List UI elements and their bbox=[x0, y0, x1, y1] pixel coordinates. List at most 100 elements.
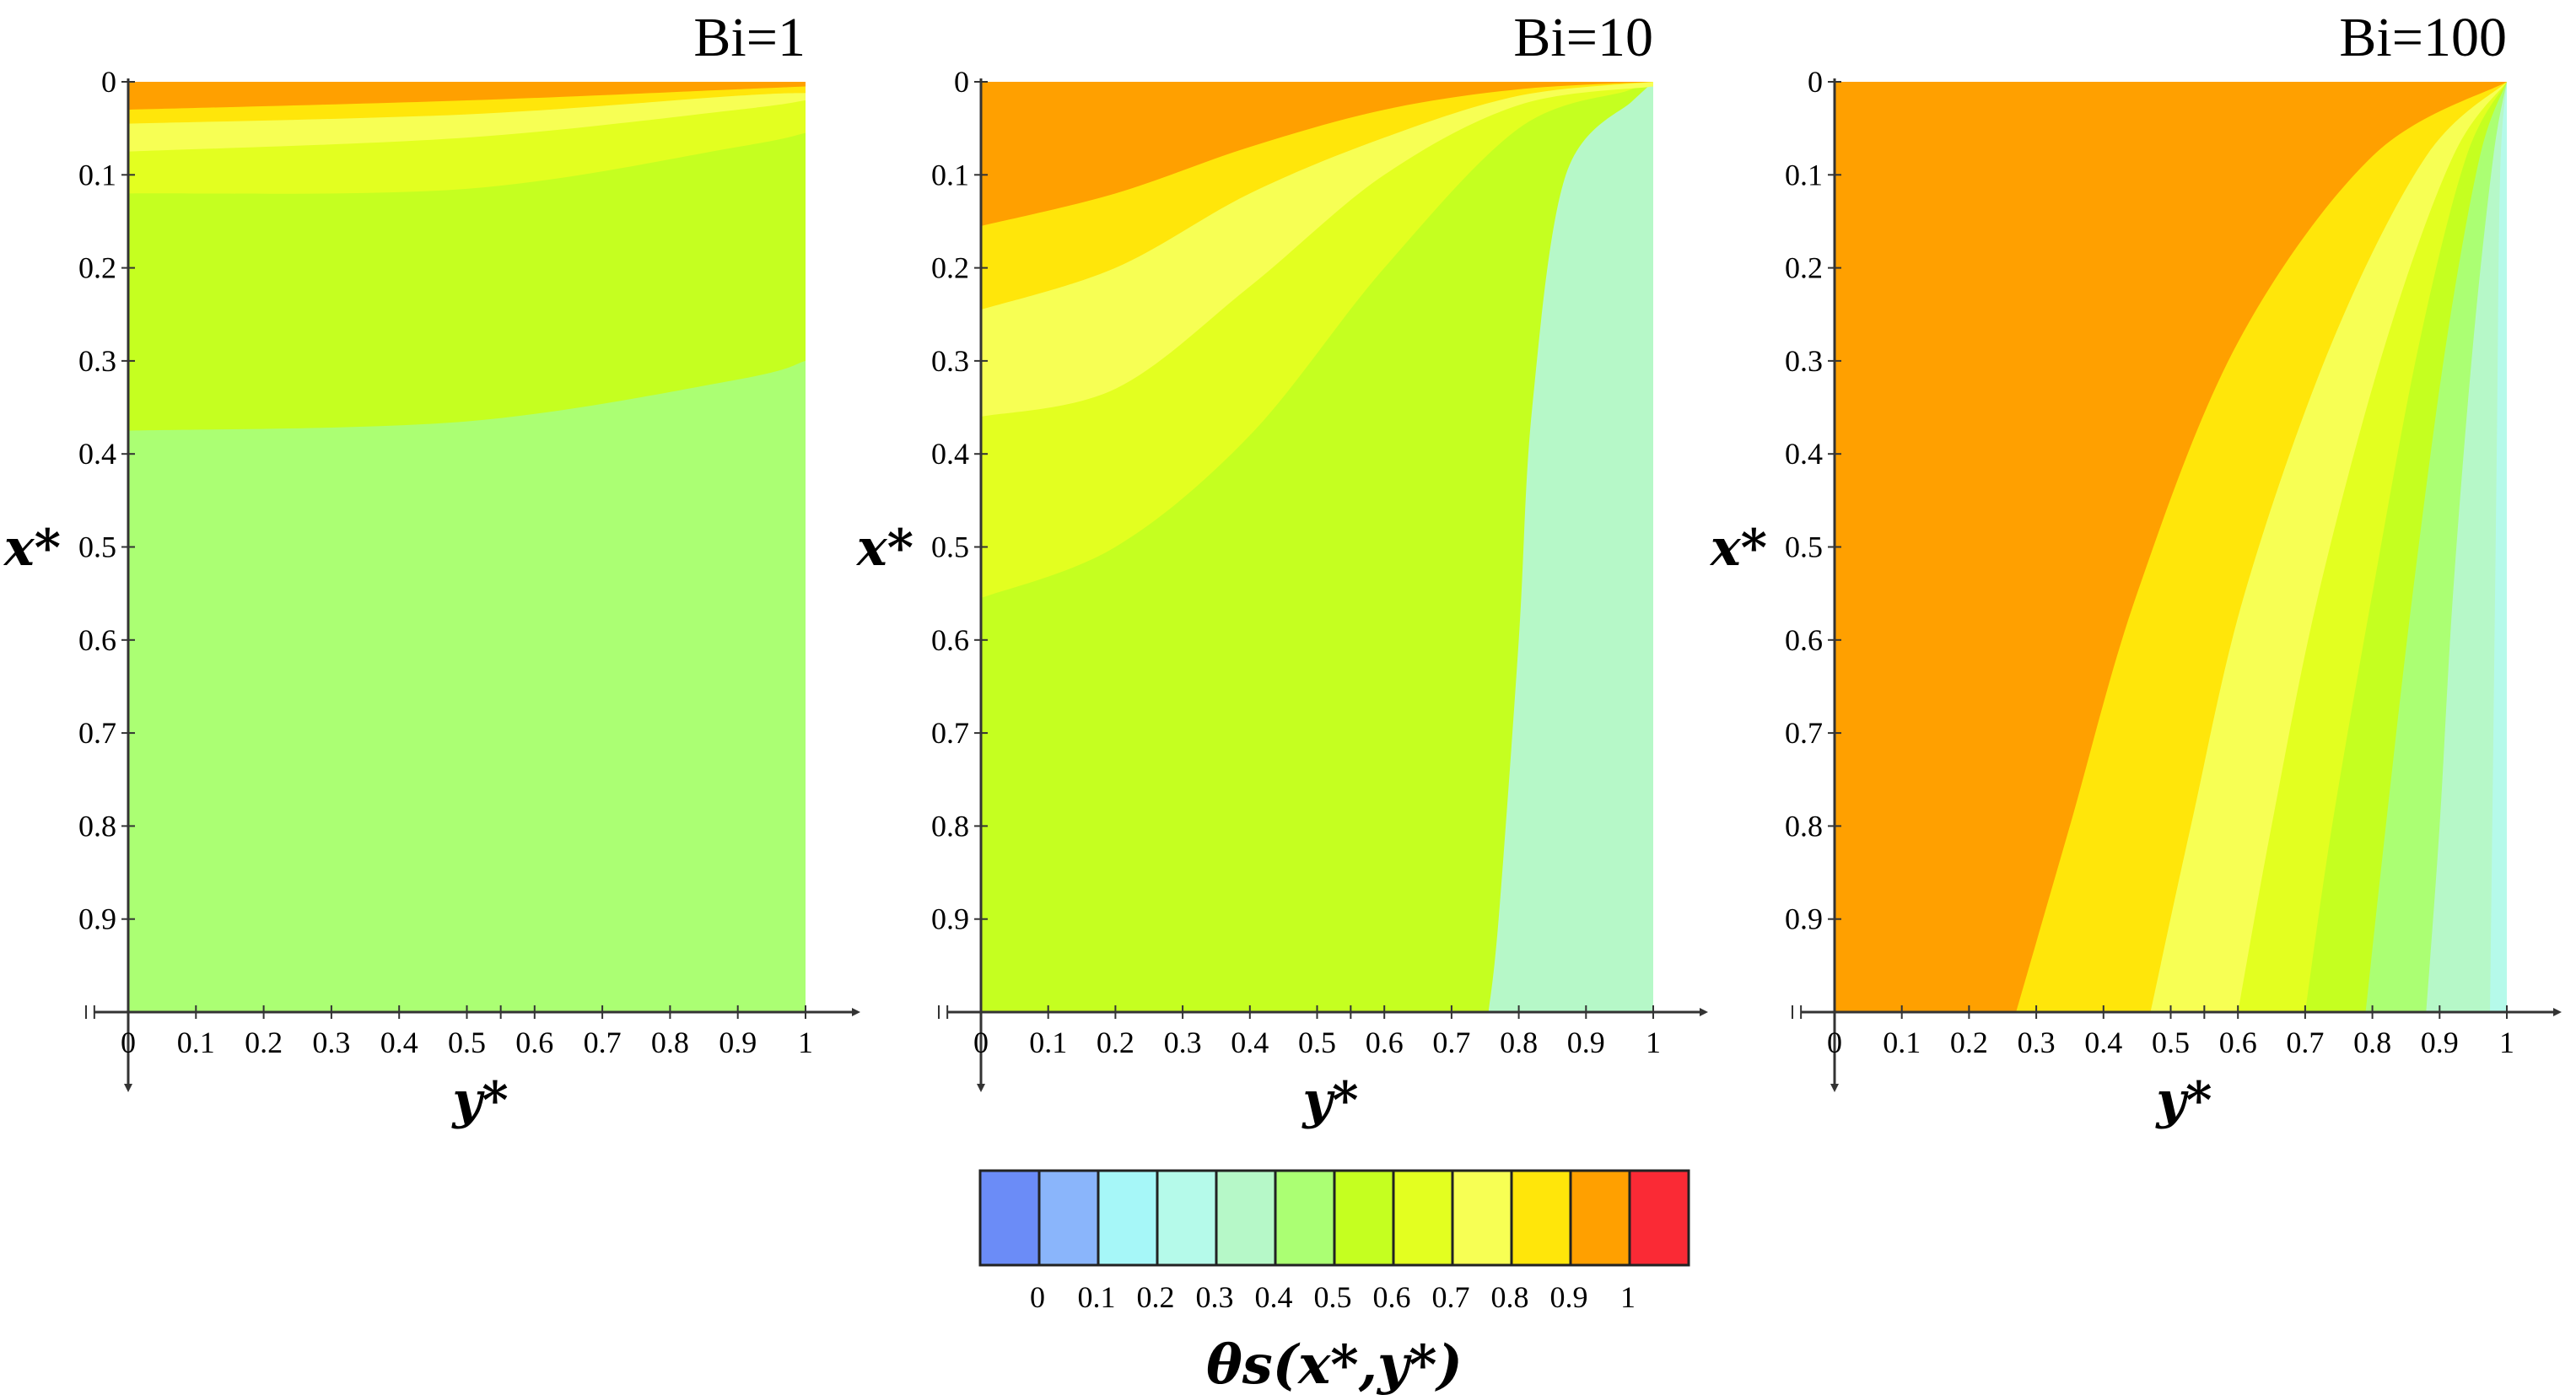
colorbar-swatch bbox=[1333, 1169, 1395, 1267]
x-axis-label: y* bbox=[450, 1071, 508, 1130]
colorbar-swatch bbox=[1037, 1169, 1100, 1267]
x-axis-label: y* bbox=[2154, 1071, 2212, 1130]
colorbar: 0 0.1 0.2 0.3 0.4 0.5 0.6 0.7 0.8 0.9 1 θs(x*,y*) bbox=[978, 1169, 1690, 1395]
y-tick-label: 0 bbox=[101, 65, 116, 99]
y-tick-label: 0.8 bbox=[931, 809, 969, 843]
colorbar-label: θs(x*,y*) bbox=[1206, 1333, 1463, 1395]
x-tick-label: 0.7 bbox=[2286, 1026, 2324, 1059]
y-tick-label: 0.5 bbox=[931, 531, 969, 564]
y-tick-label: 0.1 bbox=[931, 158, 969, 191]
y-tick-label: 0.9 bbox=[78, 902, 116, 936]
y-tick-label: 0.7 bbox=[931, 716, 969, 750]
y-tick-label: 0.6 bbox=[1785, 623, 1823, 657]
colorbar-swatch bbox=[1156, 1169, 1218, 1267]
y-tick-label: 0.7 bbox=[1785, 716, 1823, 750]
colorbar-tick-label: 0.1 bbox=[1078, 1280, 1116, 1314]
x-tick-label: 0.6 bbox=[515, 1026, 553, 1059]
y-tick-label: 0.5 bbox=[1785, 531, 1823, 564]
x-tick-label: 0.4 bbox=[1231, 1026, 1269, 1059]
colorbar-swatch bbox=[1628, 1169, 1690, 1267]
x-tick-label: 0.7 bbox=[1432, 1026, 1470, 1059]
colorbar-swatch bbox=[1215, 1169, 1277, 1267]
contour-region bbox=[981, 82, 1653, 226]
colorbar-tick-label: 0.4 bbox=[1255, 1280, 1293, 1314]
contour-panel: 0 0.1 0.2 0.3 0.4 0.5 0.6 0.7 0.8 0.9 1 0 0.1 0.2 0.3 0… bbox=[855, 7, 1708, 1130]
x-tick-label: 0.3 bbox=[2018, 1026, 2056, 1059]
x-tick-label: 0.8 bbox=[2353, 1026, 2391, 1059]
colorbar-tick-label: 0.7 bbox=[1432, 1280, 1470, 1314]
y-tick-label: 0.1 bbox=[78, 158, 116, 191]
x-tick-label: 0.4 bbox=[2084, 1026, 2122, 1059]
contour-panel: 0 0.1 0.2 0.3 0.4 0.5 0.6 0.7 0.8 0.9 1 0 0.1 0.2 0.3 0… bbox=[1709, 7, 2562, 1130]
y-tick-label: 0.4 bbox=[78, 437, 116, 471]
y-axis-label: x* bbox=[1709, 519, 1767, 578]
colorbar-swatch bbox=[978, 1169, 1041, 1267]
x-tick-label: 0.3 bbox=[312, 1026, 350, 1059]
colorbar-tick-label: 0.3 bbox=[1196, 1280, 1234, 1314]
colorbar-tick-label: 0.5 bbox=[1314, 1280, 1352, 1314]
colorbar-swatch bbox=[1451, 1169, 1513, 1267]
x-tick-label: 0.1 bbox=[177, 1026, 215, 1059]
plot-area bbox=[1835, 82, 2507, 1012]
y-tick-label: 0.4 bbox=[1785, 437, 1823, 471]
plot-area bbox=[128, 82, 806, 1012]
x-tick-label: 0.4 bbox=[380, 1026, 418, 1059]
y-tick-label: 0.6 bbox=[931, 623, 969, 657]
panel-title: Bi=1 bbox=[693, 7, 806, 68]
x-tick-label: 0.1 bbox=[1029, 1026, 1067, 1059]
colorbar-tick-label: 0.8 bbox=[1491, 1280, 1529, 1314]
colorbar-swatch bbox=[1392, 1169, 1454, 1267]
y-tick-label: 0.2 bbox=[78, 251, 116, 285]
colorbar-swatch bbox=[1510, 1169, 1572, 1267]
x-tick-label: 0.6 bbox=[2219, 1026, 2257, 1059]
y-tick-label: 0.9 bbox=[931, 902, 969, 936]
y-tick-label: 0.8 bbox=[78, 809, 116, 843]
x-tick-label: 0.2 bbox=[1097, 1026, 1134, 1059]
x-axis-label: y* bbox=[1301, 1071, 1358, 1130]
y-tick-label: 0 bbox=[954, 65, 969, 99]
x-tick-label: 0.5 bbox=[448, 1026, 486, 1059]
x-tick-label: 0.5 bbox=[1298, 1026, 1336, 1059]
colorbar-tick-label: 0.2 bbox=[1137, 1280, 1175, 1314]
y-tick-label: 0.3 bbox=[931, 344, 969, 378]
x-tick-label: 0 bbox=[973, 1026, 989, 1059]
y-tick-label: 0.2 bbox=[1785, 251, 1823, 285]
contour-region bbox=[1835, 82, 2507, 1012]
axes: 0 0.1 0.2 0.3 0.4 0.5 0.6 0.7 0.8 0.9 1 0 0.1 0.2 0.3 0… bbox=[1785, 65, 2562, 1092]
y-tick-label: 0.8 bbox=[1785, 809, 1823, 843]
y-tick-label: 0.7 bbox=[78, 716, 116, 750]
x-tick-label: 0.5 bbox=[2152, 1026, 2190, 1059]
contour-region bbox=[128, 82, 806, 110]
x-tick-label: 0.9 bbox=[2421, 1026, 2459, 1059]
y-tick-label: 0.3 bbox=[1785, 344, 1823, 378]
y-tick-label: 0.5 bbox=[78, 531, 116, 564]
colorbar-tick-label: 1 bbox=[1620, 1280, 1636, 1314]
x-tick-label: 0.9 bbox=[1567, 1026, 1605, 1059]
panel-title: Bi=100 bbox=[2339, 7, 2507, 68]
colorbar-tick-label: 0.9 bbox=[1550, 1280, 1588, 1314]
y-axis-label: x* bbox=[855, 519, 913, 578]
y-tick-label: 0.2 bbox=[931, 251, 969, 285]
panel-title: Bi=10 bbox=[1513, 7, 1653, 68]
colorbar-swatch bbox=[1274, 1169, 1336, 1267]
x-tick-label: 1 bbox=[798, 1026, 813, 1059]
y-axis-label: x* bbox=[3, 519, 61, 578]
y-tick-label: 0.9 bbox=[1785, 902, 1823, 936]
x-tick-label: 1 bbox=[2499, 1026, 2514, 1059]
x-tick-label: 1 bbox=[1646, 1026, 1661, 1059]
x-tick-label: 0 bbox=[121, 1026, 136, 1059]
axes: 0 0.1 0.2 0.3 0.4 0.5 0.6 0.7 0.8 0.9 1 0 0.1 0.2 0.3 0… bbox=[931, 65, 1708, 1092]
y-tick-label: 0.6 bbox=[78, 623, 116, 657]
x-tick-label: 0.7 bbox=[584, 1026, 622, 1059]
y-tick-label: 0.1 bbox=[1785, 158, 1823, 191]
y-tick-label: 0.4 bbox=[931, 437, 969, 471]
x-tick-label: 0.8 bbox=[1500, 1026, 1538, 1059]
colorbar-tick-label: 0.6 bbox=[1373, 1280, 1411, 1314]
colorbar-tick-label: 0 bbox=[1030, 1280, 1045, 1314]
x-tick-label: 0 bbox=[1827, 1026, 1842, 1059]
colorbar-swatch bbox=[1097, 1169, 1159, 1267]
y-tick-label: 0.3 bbox=[78, 344, 116, 378]
colorbar-swatch bbox=[1569, 1169, 1631, 1267]
y-tick-label: 0 bbox=[1808, 65, 1823, 99]
